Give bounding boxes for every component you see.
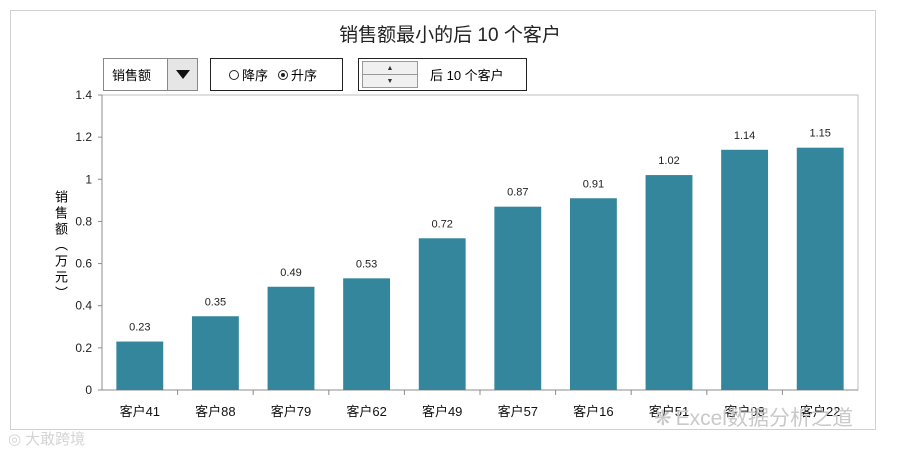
watermark-right: ❋ Excel数据分析之道: [654, 402, 853, 432]
y-tick-label: 1.4: [75, 88, 92, 102]
radio-ascending-dot: [278, 69, 289, 80]
bar-客户22: [796, 147, 844, 390]
radio-descending-label: 降序: [242, 68, 269, 83]
x-tick-label: 客户16: [573, 404, 613, 419]
radio-descending[interactable]: 降序: [229, 65, 268, 84]
bar-客户16: [569, 198, 617, 390]
spinner-up-icon: ▲: [386, 64, 394, 72]
bar-客户57: [494, 206, 542, 390]
bar-客户62: [343, 278, 391, 390]
count-spinner[interactable]: ▲ ▼: [362, 61, 418, 88]
y-tick-label: 0.2: [75, 341, 92, 355]
y-tick-label: 0.6: [75, 257, 92, 271]
bar-客户98: [721, 149, 769, 390]
x-tick-label: 客户22: [800, 404, 840, 419]
data-label: 0.53: [356, 258, 377, 270]
radio-ascending[interactable]: 升序: [278, 65, 317, 84]
data-label: 0.49: [280, 267, 301, 279]
data-label: 0.91: [583, 178, 604, 190]
data-label: 0.35: [205, 296, 226, 308]
bar-客户79: [267, 286, 315, 390]
metric-dropdown[interactable]: 销售额: [103, 58, 198, 91]
x-tick-label: 客户41: [120, 404, 160, 419]
data-label: 0.72: [431, 218, 452, 230]
radio-descending-dot: [229, 69, 239, 80]
dropdown-button[interactable]: [167, 59, 197, 90]
bar-客户51: [645, 175, 693, 390]
y-tick-label: 0: [85, 383, 92, 397]
watermark-left: ◎ 大敢跨境: [8, 428, 85, 449]
data-label: 1.02: [658, 155, 679, 167]
count-label: 后 10 个客户: [430, 68, 504, 83]
x-tick-label: 客户51: [649, 404, 689, 419]
spinner-up-button[interactable]: ▲: [363, 62, 417, 74]
x-tick-label: 客户79: [271, 404, 311, 419]
sort-order-group: 降序 升序: [210, 58, 343, 91]
x-tick-label: 客户98: [724, 404, 764, 419]
data-label: 1.14: [734, 130, 755, 142]
y-tick-label: 0.4: [75, 299, 92, 313]
chart-title: 销售额最小的后 10 个客户: [339, 25, 561, 46]
metric-dropdown-value: 销售额: [112, 68, 152, 83]
data-label: 1.15: [809, 128, 830, 140]
y-tick-label: 1: [85, 172, 92, 186]
bar-客户41: [116, 341, 164, 390]
spinner-down-button[interactable]: ▼: [363, 74, 417, 87]
weibo-icon: ◎: [8, 431, 22, 448]
x-tick-label: 客户62: [346, 404, 386, 419]
y-axis-label: 销售额（万元）: [53, 190, 68, 302]
x-tick-label: 客户88: [195, 404, 235, 419]
bar-客户49: [418, 238, 466, 390]
y-tick-label: 0.8: [75, 214, 92, 228]
x-tick-label: 客户49: [422, 404, 462, 419]
spinner-down-icon: ▼: [386, 77, 394, 85]
caret-down-icon: [175, 70, 190, 79]
data-label: 0.23: [129, 322, 150, 334]
wechat-icon: ❋: [654, 407, 672, 430]
data-label: 0.87: [507, 187, 528, 199]
x-tick-label: 客户57: [498, 404, 538, 419]
radio-ascending-label: 升序: [291, 68, 318, 83]
bar-客户88: [191, 316, 239, 390]
watermark-right-text: Excel数据分析之道: [675, 407, 853, 430]
watermark-left-text: 大敢跨境: [25, 431, 86, 448]
count-group: ▲ ▼ 后 10 个客户: [358, 58, 527, 91]
y-tick-label: 1.2: [75, 130, 92, 144]
